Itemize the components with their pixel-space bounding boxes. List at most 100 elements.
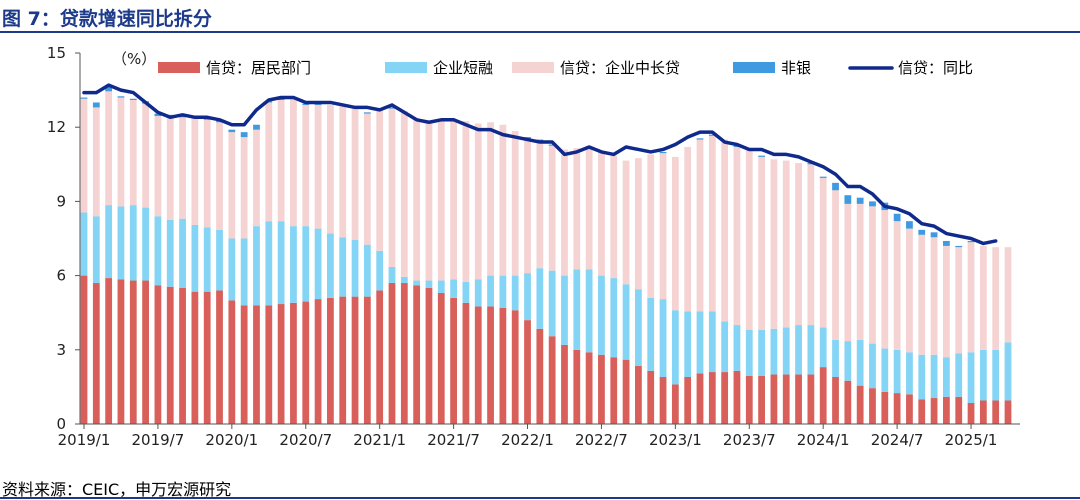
bar-s2-2024/9 — [918, 234, 926, 355]
bar-s2-2021/9 — [474, 123, 482, 280]
bar-s3-2019/3 — [105, 87, 113, 92]
bar-s3-2020/8 — [314, 103, 322, 105]
bar-s1-2022/7 — [598, 275, 605, 355]
bar-s2-2021/1 — [376, 109, 384, 251]
bar-s0-2019/3 — [105, 278, 113, 424]
bar-s0-2022/2 — [536, 328, 544, 424]
legend-label-4: 信贷：同比 — [898, 59, 973, 77]
bar-s3-2020/5 — [277, 98, 285, 100]
bar-s0-2025/1 — [967, 402, 975, 424]
bar-s1-2021/4 — [413, 280, 421, 286]
bar-s0-2022/12 — [659, 377, 667, 424]
bar-s1-2023/3 — [696, 311, 704, 374]
bar-s1-2024/2 — [832, 339, 839, 378]
bar-s2-2020/7 — [302, 104, 310, 227]
bar-s1-2020/7 — [302, 226, 310, 302]
bar-s1-2023/2 — [684, 311, 692, 377]
bar-s2-2022/2 — [536, 142, 544, 269]
bar-s1-2025/3 — [992, 349, 1000, 401]
bar-s1-2019/12 — [216, 229, 223, 291]
bar-s1-2024/4 — [856, 339, 864, 386]
bar-s1-2025/4 — [1004, 342, 1012, 401]
bar-s0-2019/2 — [92, 283, 100, 424]
legend-swatch-3 — [733, 62, 775, 73]
bar-s1-2020/4 — [265, 221, 273, 306]
bar-s3-2020/12 — [363, 112, 371, 114]
bar-s1-2020/9 — [327, 233, 334, 298]
bar-s0-2020/4 — [265, 305, 273, 424]
bar-s1-2019/4 — [117, 206, 125, 280]
bar-s0-2020/8 — [314, 299, 322, 424]
bar-s0-2025/3 — [992, 400, 1000, 424]
bar-s1-2024/9 — [918, 354, 926, 400]
bar-s0-2021/4 — [413, 285, 421, 424]
bar-s2-2021/2 — [388, 108, 396, 267]
bar-s2-2019/10 — [191, 117, 199, 225]
bar-s2-2020/6 — [290, 97, 297, 227]
bar-s0-2022/5 — [573, 349, 581, 424]
bar-s2-2020/8 — [314, 104, 322, 229]
bar-s3-2019/1 — [80, 97, 88, 99]
bar-s1-2020/1 — [228, 238, 236, 301]
bar-s2-2019/4 — [117, 97, 125, 207]
bar-s0-2025/4 — [1004, 400, 1012, 424]
x-tick-label-2025/1: 2025/1 — [945, 431, 998, 449]
bar-s3-2025/1 — [967, 240, 975, 243]
bar-s1-2021/6 — [437, 280, 445, 293]
bar-s1-2021/9 — [474, 279, 482, 307]
bar-s1-2022/1 — [524, 273, 531, 321]
bar-s1-2019/5 — [129, 205, 137, 281]
x-tick-label-2024/7: 2024/7 — [871, 431, 924, 449]
legend-swatch-0 — [158, 62, 200, 73]
bar-s1-2019/7 — [154, 216, 162, 286]
bar-s0-2023/6 — [733, 370, 741, 424]
bar-s1-2023/9 — [770, 328, 778, 375]
bar-s2-2019/7 — [154, 116, 162, 217]
bar-s0-2020/10 — [339, 296, 347, 424]
bar-s2-2022/11 — [647, 154, 655, 298]
bar-s1-2021/1 — [376, 250, 384, 291]
bar-s0-2020/12 — [363, 296, 371, 424]
bar-s1-2022/2 — [536, 268, 544, 329]
bar-s2-2023/7 — [745, 149, 753, 331]
unit-label: （%） — [112, 50, 156, 68]
bar-s0-2024/3 — [844, 380, 852, 424]
bar-s2-2020/5 — [277, 99, 285, 222]
bar-s0-2020/7 — [302, 301, 310, 424]
bar-s2-2021/4 — [413, 119, 421, 281]
bar-s2-2024/5 — [869, 206, 876, 344]
bar-s0-2019/11 — [203, 291, 211, 424]
bar-s2-2022/7 — [598, 151, 605, 276]
bar-s2-2022/9 — [622, 160, 630, 285]
bar-s2-2020/2 — [240, 137, 248, 239]
bar-s0-2020/11 — [351, 296, 359, 424]
bar-s2-2022/12 — [659, 153, 667, 300]
bar-s0-2022/6 — [585, 352, 593, 424]
bar-s2-2023/9 — [770, 159, 778, 329]
axes-layer: 0 3 6 9 12 15 2019/1 2019/7 2020/1 2020/7 2021/1 20… — [47, 44, 1020, 449]
bar-s3-2024/8 — [906, 221, 913, 229]
y-tick-label-12: 12 — [47, 118, 66, 136]
bar-s0-2019/5 — [129, 280, 137, 424]
bar-s2-2020/3 — [253, 129, 260, 227]
bar-s2-2024/10 — [930, 237, 938, 355]
bar-s0-2023/8 — [758, 375, 765, 424]
bar-s1-2024/12 — [955, 353, 963, 397]
bar-s2-2025/2 — [979, 245, 987, 350]
bar-s2-2022/3 — [548, 145, 556, 271]
bar-s1-2019/3 — [105, 205, 113, 279]
bar-s2-2023/8 — [758, 156, 765, 331]
bar-s1-2020/5 — [277, 221, 285, 305]
bar-s0-2023/3 — [696, 373, 704, 424]
bar-s1-2019/6 — [142, 207, 149, 281]
legend-swatch-1 — [385, 62, 427, 73]
bar-s2-2023/11 — [795, 163, 802, 326]
bar-s1-2024/8 — [906, 352, 913, 395]
bar-s2-2019/3 — [105, 91, 113, 206]
x-tick-label-2023/7: 2023/7 — [723, 431, 776, 449]
bar-s1-2022/6 — [585, 269, 593, 353]
bar-s2-2019/12 — [216, 122, 223, 230]
bar-s2-2019/6 — [142, 103, 149, 208]
bar-s0-2022/4 — [561, 344, 568, 424]
y-tick-label-3: 3 — [56, 341, 66, 359]
